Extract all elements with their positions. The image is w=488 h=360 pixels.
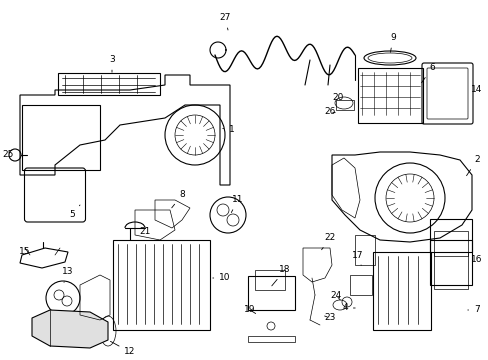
Text: 13: 13 bbox=[62, 267, 74, 282]
Text: 23: 23 bbox=[324, 314, 335, 323]
Text: 5: 5 bbox=[69, 205, 80, 220]
Text: 9: 9 bbox=[389, 33, 395, 52]
Text: 10: 10 bbox=[212, 274, 230, 283]
Text: 26: 26 bbox=[324, 108, 335, 117]
Text: 16: 16 bbox=[470, 256, 482, 265]
Text: 8: 8 bbox=[171, 190, 184, 208]
Text: 19: 19 bbox=[244, 306, 255, 315]
Text: 7: 7 bbox=[467, 306, 479, 315]
Polygon shape bbox=[32, 310, 108, 348]
Text: 3: 3 bbox=[109, 55, 115, 72]
Text: 20: 20 bbox=[332, 94, 343, 103]
Text: 2: 2 bbox=[466, 156, 479, 176]
Text: 1: 1 bbox=[223, 126, 234, 135]
Text: 25: 25 bbox=[2, 150, 14, 159]
Text: 17: 17 bbox=[351, 251, 363, 265]
Text: 14: 14 bbox=[470, 85, 482, 94]
Text: 6: 6 bbox=[421, 63, 434, 83]
Text: 15: 15 bbox=[19, 248, 31, 256]
Text: 22: 22 bbox=[321, 234, 335, 250]
Text: 4: 4 bbox=[342, 303, 354, 312]
Text: 18: 18 bbox=[271, 265, 290, 286]
Text: 24: 24 bbox=[330, 291, 341, 300]
Text: 12: 12 bbox=[110, 341, 135, 356]
Text: 21: 21 bbox=[139, 228, 150, 237]
Text: 27: 27 bbox=[219, 13, 230, 30]
Text: 11: 11 bbox=[231, 195, 243, 212]
